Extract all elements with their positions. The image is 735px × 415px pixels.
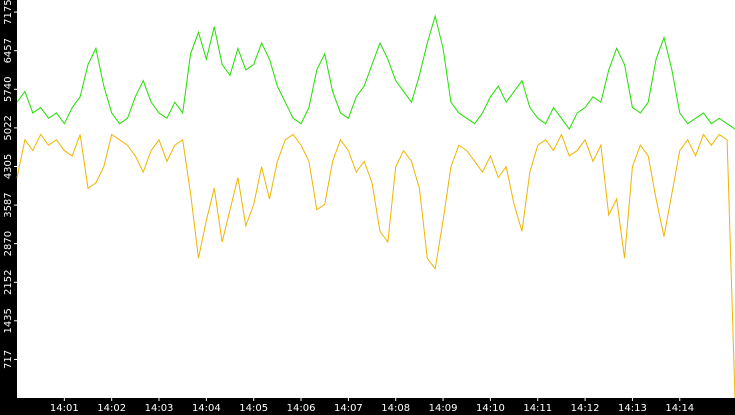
y-tick-label: 2870 [3,231,14,256]
x-tick-label: 14:03 [145,403,174,414]
plot-area [17,0,735,398]
y-tick-label: 5022 [3,115,14,140]
y-tick-label: 1435 [3,308,14,333]
x-tick-label: 14:13 [618,403,647,414]
series-line [16,133,735,399]
x-tick-label: 14:07 [334,403,363,414]
y-tick-label: 6457 [3,38,14,63]
x-tick-label: 14:11 [523,403,552,414]
x-tick-label: 14:01 [50,403,79,414]
y-tick-label: 7175 [3,0,14,25]
x-tick-label: 14:12 [571,403,600,414]
x-tick-label: 14:14 [665,403,694,414]
series-line [16,14,735,131]
x-tick-label: 14:09 [429,403,458,414]
x-tick-label: 14:08 [381,403,410,414]
x-tick-label: 14:04 [192,403,221,414]
y-tick-label: 717 [3,350,14,369]
y-tick-label: 5740 [3,77,14,102]
y-tick-label: 2152 [3,270,14,295]
x-tick-label: 14:06 [287,403,316,414]
y-tick-label: 3587 [3,192,14,217]
x-tick-label: 14:05 [239,403,268,414]
x-tick-label: 14:10 [476,403,505,414]
y-tick-label: 4305 [3,154,14,179]
x-tick-label: 14:02 [97,403,126,414]
